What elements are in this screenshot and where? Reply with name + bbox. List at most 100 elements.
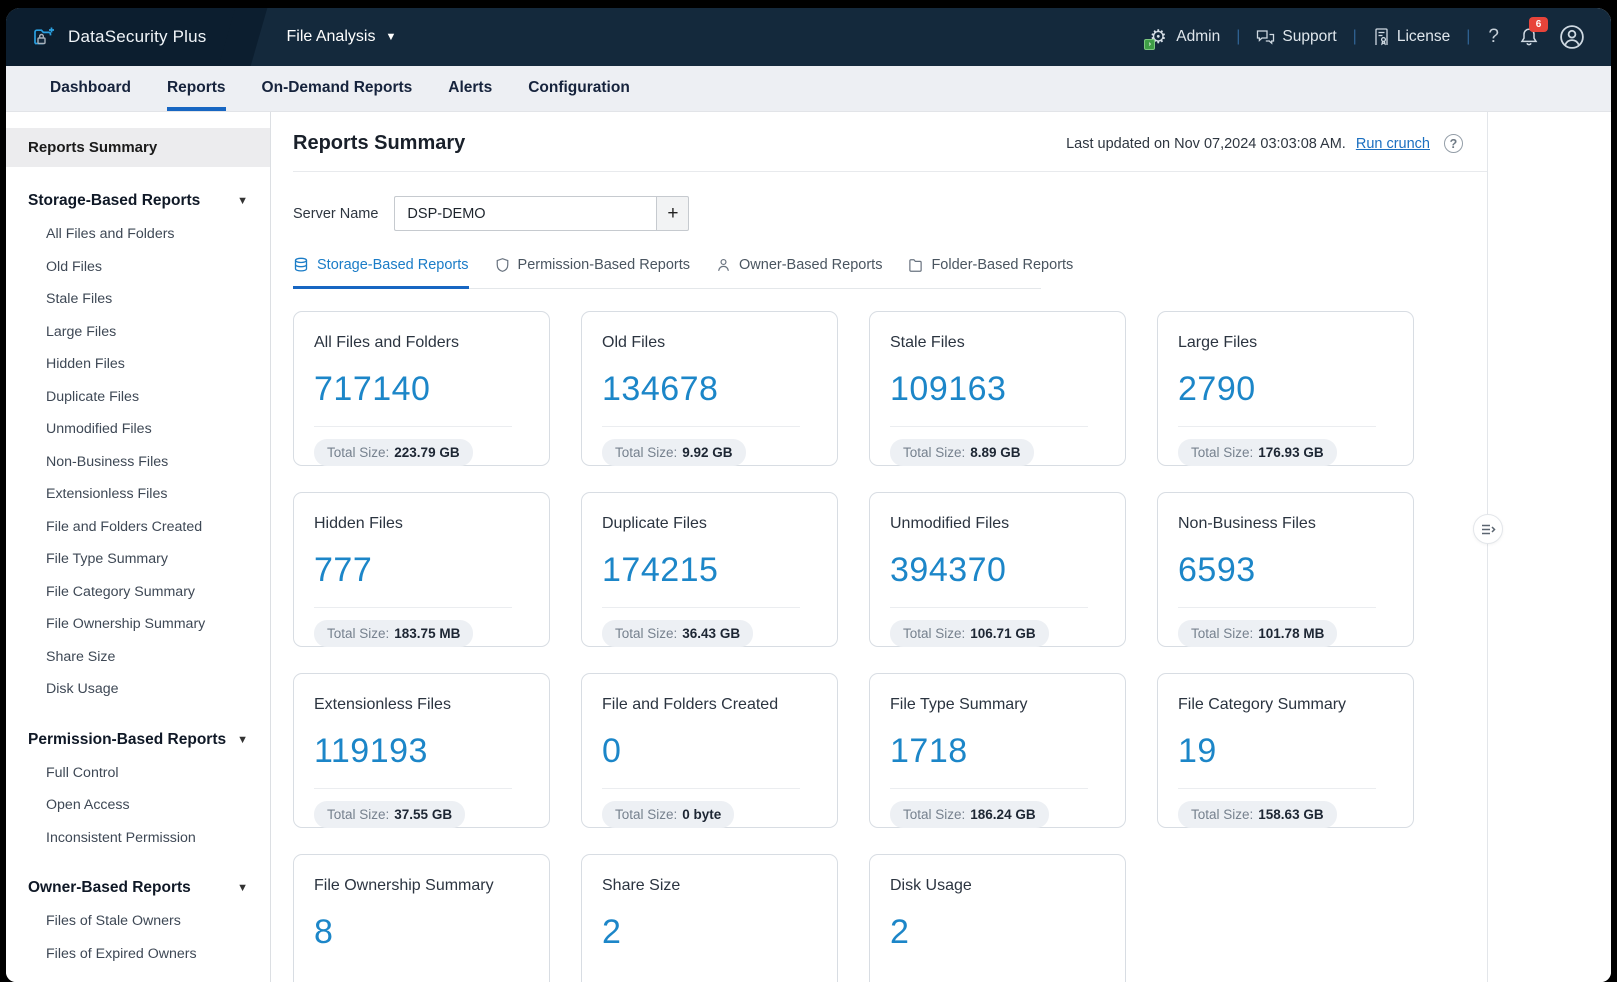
- sidebar-item-full-control[interactable]: Full Control: [46, 764, 119, 781]
- license-doc-icon: [1373, 28, 1390, 46]
- help-icon[interactable]: ?: [1488, 26, 1499, 47]
- help-circle-icon[interactable]: ?: [1444, 134, 1463, 153]
- card-count: 777: [314, 551, 373, 589]
- separator: |: [1466, 28, 1471, 45]
- admin-link[interactable]: ⚙ › Admin: [1144, 26, 1221, 50]
- sidebar-item-extensionless-files[interactable]: Extensionless Files: [46, 486, 168, 502]
- sidebar-item-stale-files[interactable]: Stale Files: [46, 291, 113, 307]
- total-size-value: 186.24 GB: [970, 807, 1036, 822]
- total-size-pill: Total Size: 8.89 GB: [890, 439, 1034, 466]
- card-disk-usage[interactable]: Disk Usage 2: [869, 854, 1126, 982]
- nav-alerts[interactable]: Alerts: [448, 79, 493, 96]
- admin-label: Admin: [1176, 28, 1221, 45]
- total-size-label: Total Size:: [1191, 445, 1254, 460]
- card-file-category-summary[interactable]: File Category Summary 19 Total Size: 158.…: [1157, 673, 1414, 828]
- sidebar-section-owner-based[interactable]: Owner-Based Reports ▼: [6, 879, 270, 897]
- card-stale-files[interactable]: Stale Files 109163 Total Size: 8.89 GB: [869, 311, 1126, 466]
- total-size-label: Total Size:: [903, 807, 966, 822]
- total-size-pill: Total Size: 37.55 GB: [314, 801, 466, 828]
- support-label: Support: [1282, 28, 1337, 45]
- user-avatar-icon[interactable]: [1559, 24, 1585, 50]
- product-name: File Analysis: [286, 28, 376, 45]
- tab-permission-based-reports[interactable]: Permission-Based Reports: [495, 257, 690, 289]
- card-file-and-folders-created[interactable]: File and Folders Created 0 Total Size: 0 …: [581, 673, 838, 828]
- card-all-files-and-folders[interactable]: All Files and Folders 717140 Total Size:…: [293, 311, 550, 466]
- total-size-pill: Total Size: 183.75 MB: [314, 620, 474, 647]
- tab-owner-based-reports[interactable]: Owner-Based Reports: [716, 257, 882, 289]
- sidebar-item-non-business-files[interactable]: Non-Business Files: [46, 453, 169, 470]
- server-name-label: Server Name: [293, 205, 379, 222]
- run-crunch-link[interactable]: Run crunch: [1355, 135, 1430, 152]
- nav-on-demand-reports[interactable]: On-Demand Reports: [261, 79, 413, 96]
- total-size-pill: Total Size: 176.93 GB: [1178, 439, 1337, 466]
- total-size-value: 8.89 GB: [970, 445, 1021, 460]
- card-title: Extensionless Files: [314, 696, 451, 713]
- total-size-pill: Total Size: 158.63 GB: [1178, 801, 1337, 828]
- sidebar-item-share-size[interactable]: Share Size: [46, 648, 116, 665]
- tab-storage-based-reports[interactable]: Storage-Based Reports: [293, 257, 469, 289]
- card-large-files[interactable]: Large Files 2790 Total Size: 176.93 GB: [1157, 311, 1414, 466]
- sidebar-section-permission-based[interactable]: Permission-Based Reports ▼: [6, 731, 270, 749]
- card-non-business-files[interactable]: Non-Business Files 6593 Total Size: 101.7…: [1157, 492, 1414, 647]
- nav-dashboard[interactable]: Dashboard: [50, 79, 131, 96]
- card-unmodified-files[interactable]: Unmodified Files 394370 Total Size: 106.7…: [869, 492, 1126, 647]
- main-content: Reports Summary Last updated on Nov 07,2…: [271, 112, 1487, 982]
- sidebar-item-old-files[interactable]: Old Files: [46, 258, 102, 275]
- sidebar-item-large-files[interactable]: Large Files: [46, 323, 117, 340]
- sidebar-item-reports-summary[interactable]: Reports Summary: [6, 128, 270, 167]
- tab-folder-based-reports[interactable]: Folder-Based Reports: [908, 257, 1073, 289]
- nav-configuration[interactable]: Configuration: [528, 79, 630, 96]
- card-title: File Ownership Summary: [314, 877, 494, 894]
- main-nav: Dashboard Reports On-Demand Reports Aler…: [6, 66, 1611, 112]
- sidebar-item-open-access[interactable]: Open Access: [46, 797, 130, 813]
- card-share-size[interactable]: Share Size 2: [581, 854, 838, 982]
- sidebar-item-file-and-folders-created[interactable]: File and Folders Created: [46, 518, 203, 535]
- product-switcher[interactable]: File Analysis ▼: [287, 28, 397, 46]
- card-count: 109163: [890, 370, 1007, 408]
- card-count: 1718: [890, 732, 968, 770]
- card-divider: [890, 788, 1088, 789]
- total-size-value: 158.63 GB: [1258, 807, 1324, 822]
- card-title: Share Size: [602, 877, 681, 894]
- card-file-type-summary[interactable]: File Type Summary 1718 Total Size: 186.24…: [869, 673, 1126, 828]
- card-count: 8: [314, 913, 334, 951]
- sidebar-item-hidden-files[interactable]: Hidden Files: [46, 356, 125, 372]
- brand-logo[interactable]: DataSecurity Plus: [6, 8, 243, 66]
- total-size-value: 0 byte: [682, 807, 722, 822]
- sidebar-item-file-category-summary[interactable]: File Category Summary: [46, 583, 196, 600]
- sidebar-section-storage-based[interactable]: Storage-Based Reports ▼: [6, 192, 270, 210]
- sidebar-item-all-files-and-folders[interactable]: All Files and Folders: [46, 226, 175, 242]
- right-panel: [1473, 112, 1611, 982]
- server-name-input[interactable]: [394, 196, 657, 231]
- admin-gear-icon: ⚙ ›: [1144, 26, 1169, 50]
- sidebar-item-file-ownership-summary[interactable]: File Ownership Summary: [46, 616, 206, 632]
- notifications-button[interactable]: 6: [1519, 17, 1548, 47]
- total-size-pill: Total Size: 36.43 GB: [602, 620, 754, 647]
- card-duplicate-files[interactable]: Duplicate Files 174215 Total Size: 36.43 …: [581, 492, 838, 647]
- sidebar-item-duplicate-files[interactable]: Duplicate Files: [46, 388, 140, 405]
- card-title: Hidden Files: [314, 515, 403, 532]
- separator: |: [1236, 28, 1241, 45]
- sidebar-item-inconsistent-permission[interactable]: Inconsistent Permission: [46, 829, 196, 846]
- card-file-ownership-summary[interactable]: File Ownership Summary 8: [293, 854, 550, 982]
- total-size-value: 106.71 GB: [970, 626, 1036, 641]
- card-extensionless-files[interactable]: Extensionless Files 119193 Total Size: 37…: [293, 673, 550, 828]
- sidebar-item-file-type-summary[interactable]: File Type Summary: [46, 551, 168, 567]
- card-hidden-files[interactable]: Hidden Files 777 Total Size: 183.75 MB: [293, 492, 550, 647]
- sidebar-item-files-of-stale-owners[interactable]: Files of Stale Owners: [46, 913, 181, 929]
- license-link[interactable]: License: [1373, 28, 1450, 46]
- sidebar-item-unmodified-files[interactable]: Unmodified Files: [46, 421, 152, 437]
- total-size-label: Total Size:: [327, 807, 390, 822]
- main-header: Reports Summary Last updated on Nov 07,2…: [293, 132, 1487, 172]
- card-count: 2: [602, 913, 622, 951]
- support-link[interactable]: Support: [1256, 28, 1337, 46]
- add-server-button[interactable]: +: [656, 196, 690, 231]
- sidebar-item-disk-usage[interactable]: Disk Usage: [46, 681, 119, 697]
- panel-toggle-button[interactable]: [1473, 514, 1503, 544]
- section-title: Owner-Based Reports: [28, 879, 191, 896]
- card-old-files[interactable]: Old Files 134678 Total Size: 9.92 GB: [581, 311, 838, 466]
- card-divider: [314, 426, 512, 427]
- total-size-label: Total Size:: [327, 626, 390, 641]
- sidebar-item-files-of-expired-owners[interactable]: Files of Expired Owners: [46, 945, 197, 962]
- nav-reports[interactable]: Reports: [166, 66, 226, 111]
